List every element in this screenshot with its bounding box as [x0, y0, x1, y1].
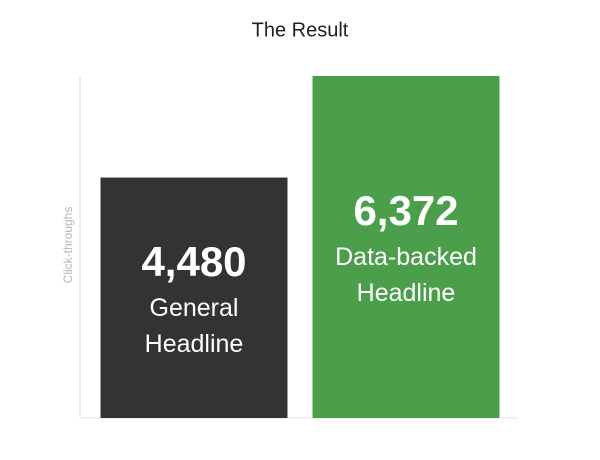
bar [100, 177, 288, 418]
bar-labels: 6,372 Data-backed Headline [313, 76, 500, 418]
value-label: 6,372 [353, 187, 459, 234]
value-label: 4,480 [141, 237, 247, 285]
category-label: Data-backed Headline [335, 243, 477, 307]
bar-label-box: 6,372 Data-backed Headline [313, 76, 500, 418]
chart-title: The Result [252, 19, 349, 41]
bar-labels: 4,480 General Headline [101, 178, 288, 418]
bar-label-box: 4,480 General Headline [101, 178, 288, 418]
bar [312, 76, 500, 418]
category-label: General Headline [144, 293, 244, 358]
y-axis-label: Click-throughs [61, 207, 75, 284]
